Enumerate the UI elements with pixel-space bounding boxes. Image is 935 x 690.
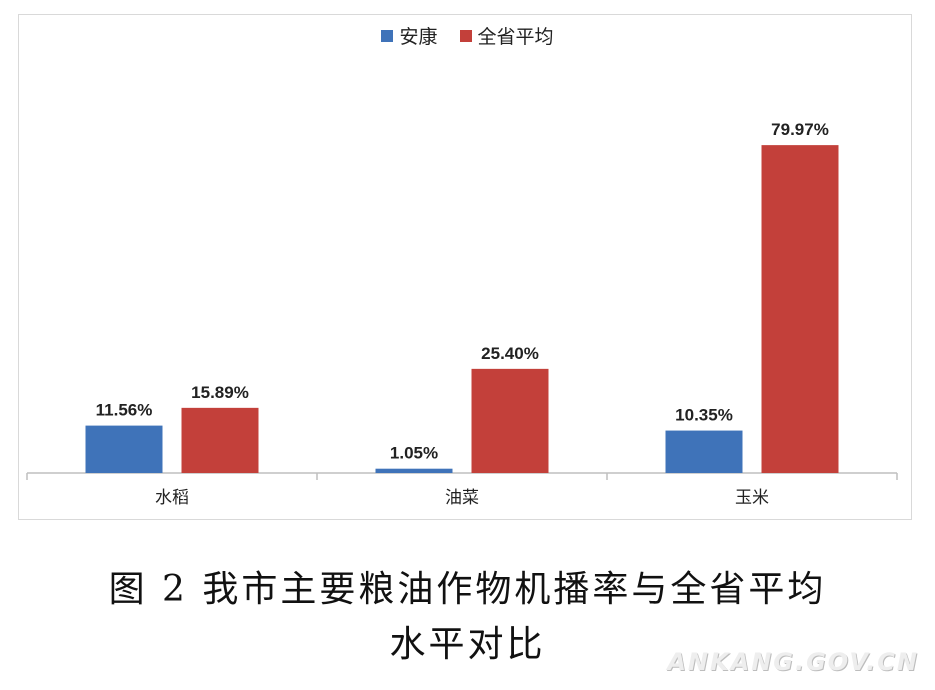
legend-item-ankang: 安康 [381, 22, 437, 49]
data-label: 79.97% [771, 120, 829, 139]
data-label: 15.89% [191, 383, 249, 402]
legend-item-province: 全省平均 [459, 22, 554, 49]
watermark-text: ANKANG.GOV.CN [667, 648, 919, 676]
data-label: 10.35% [675, 406, 733, 425]
legend-label-province: 全省平均 [477, 26, 554, 48]
bar-ankang [665, 430, 743, 473]
legend: 安康 全省平均 [0, 22, 935, 49]
data-label: 1.05% [390, 444, 438, 463]
data-label: 11.56% [96, 401, 153, 420]
bar-ankang [85, 425, 163, 473]
x-tick-label: 玉米 [735, 488, 769, 508]
legend-label-ankang: 安康 [399, 26, 438, 48]
x-tick-label: 水稻 [155, 488, 189, 508]
figure-caption-line2: 水平对比 [389, 624, 546, 665]
data-label: 25.40% [481, 344, 539, 363]
bar-chart: 11.56% 15.89% 水稻 1.05% 25.40% 油菜 10.35% 79.97% 玉… [26, 120, 898, 508]
bar-province [761, 145, 839, 474]
legend-swatch-ankang [381, 29, 394, 42]
bar-province [471, 368, 549, 473]
figure-caption-line1: 图 2 我市主要粮油作物机播率与全省平均 [108, 569, 827, 610]
legend-swatch-province [459, 29, 472, 42]
bar-ankang [375, 468, 453, 473]
x-tick-label: 油菜 [445, 488, 479, 508]
bar-province [181, 407, 259, 473]
